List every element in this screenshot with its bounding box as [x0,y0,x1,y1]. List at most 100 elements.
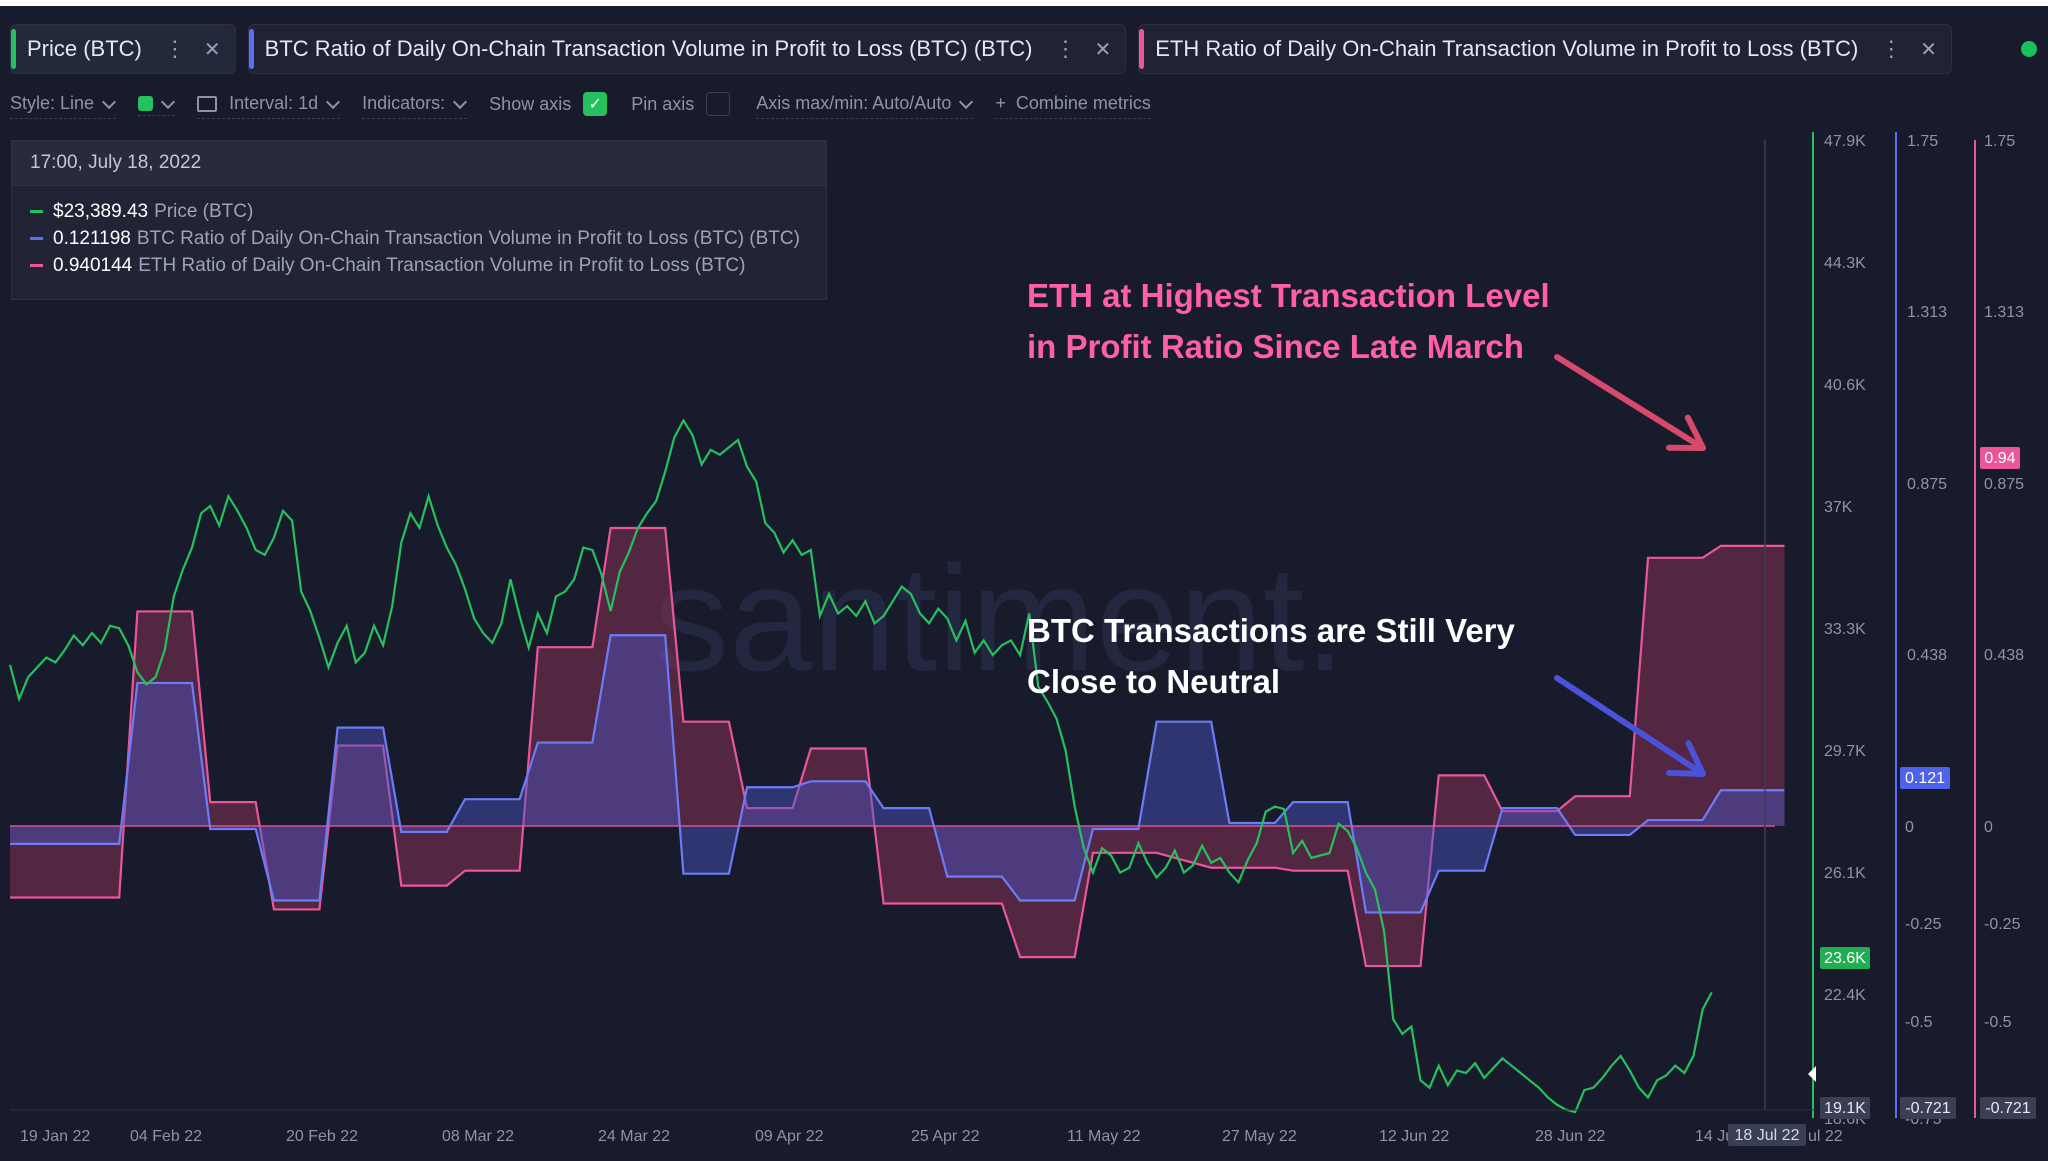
axis-minmax-select[interactable]: Axis max/min: Auto/Auto [756,93,974,119]
btc-current-badge-text: 0.121 [1905,770,1945,787]
watermark-text: santiment. [654,534,1346,702]
more-options-icon[interactable]: ⋮ [163,36,186,61]
more-options-icon[interactable]: ⋮ [1054,36,1076,61]
btc-min-badge-bg [1900,1097,1956,1119]
live-status-dot [2021,41,2037,57]
checkbox-empty[interactable] [706,92,731,116]
btc-axis-tick: 0 [1905,819,1914,836]
tooltip-name: Price (BTC) [154,200,254,222]
checkmark-icon[interactable]: ✓ [583,92,608,116]
eth-axis-tick: 0 [1984,819,1993,836]
eth-current-badge-bg [1980,447,2020,469]
color-select[interactable] [138,94,176,116]
btc-axis-tick: 0.438 [1907,647,1947,664]
eth-min-badge-bg [1980,1097,2036,1119]
price-current-badge: 23.6K [1820,947,1870,969]
eth-axis-tick: 1.75 [1984,133,2015,150]
price-axis-tick: 29.7K [1824,743,1866,760]
btc-arrow-icon-head [1666,740,1706,777]
series-color-dash [30,237,43,240]
tab-btc-ratio[interactable]: BTC Ratio of Daily On-Chain Transaction … [247,24,1127,74]
hover-date-badge-text: 18 Jul 22 [1735,1127,1800,1144]
btc-min-badge-text: -0.721 [1905,1100,1950,1117]
series-color-dash [30,264,43,267]
color-swatch [138,96,154,111]
tab-color-bar [1139,29,1145,69]
tab-price-btc[interactable]: Price (BTC) ⋮ ✕ [10,24,236,74]
x-axis-tick: 19 Jan 22 [20,1128,90,1145]
price-axis-tick: 37K [1824,499,1853,516]
tab-label: BTC Ratio of Daily On-Chain Transaction … [264,36,1033,61]
pin-axis-label: Pin axis [631,93,695,114]
tooltip-row-eth: 0.940144 ETH Ratio of Daily On-Chain Tra… [12,252,826,279]
x-axis-tick: 09 Apr 22 [755,1128,824,1145]
style-select[interactable]: Style: Line [10,93,117,119]
eth-annotation-line: in Profit Ratio Since Late March [1027,328,1524,365]
eth-current-badge: 0.94 [1980,447,2020,469]
tooltip-value: $23,389.43 [53,200,149,222]
more-options-icon[interactable]: ⋮ [1880,36,1902,61]
price-current-badge-text: 23.6K [1824,950,1866,967]
x-axis-tick: 11 May 22 [1067,1128,1141,1145]
x-axis-tick: 24 Mar 22 [598,1128,670,1145]
btc-annotation-line: Close to Neutral [1027,663,1281,700]
price-axis-tick: 26.1K [1824,865,1866,882]
price-current-badge-bg [1820,947,1870,969]
price-axis-tick: 44.3K [1824,255,1866,272]
interval-select[interactable]: Interval: 1d [197,93,341,119]
eth-axis-tick: 0.438 [1984,647,2024,664]
tooltip-date: 17:00, July 18, 2022 [12,141,826,186]
btc-arrow-icon-shaft [1554,675,1706,777]
eth-current-badge-text: 0.94 [1984,450,2015,467]
eth-arrow-icon-shaft [1554,354,1706,451]
eth-annotation-line: ETH at Highest Transaction Level [1027,277,1550,314]
btc-min-badge: -0.721 [1900,1097,1956,1119]
interval-label: Interval: 1d [229,93,319,113]
tooltip-row-btc: 0.121198 BTC Ratio of Daily On-Chain Tra… [12,225,826,252]
btc-axis-tick: 0.875 [1907,476,1947,493]
pin-axis-toggle[interactable]: Pin axis [631,92,731,116]
tab-label: Price (BTC) [27,36,142,61]
show-axis-toggle[interactable]: Show axis ✓ [489,92,608,116]
eth-annotation: ETH at Highest Transaction Level in Prof… [1027,270,1550,372]
combine-metrics-label: Combine metrics [1015,93,1151,113]
combine-metrics-button[interactable]: + Combine metrics [995,93,1151,119]
style-label: Style: Line [10,93,95,113]
hover-date-badge-bg [1728,1124,1806,1146]
ruler-icon [197,95,218,112]
price-axis-tick: 33.3K [1824,621,1866,638]
price-min-badge-text: 19.1K [1824,1100,1866,1117]
btc-annotation-line: BTC Transactions are Still Very [1027,612,1515,649]
price-axis-tick: 47.9K [1824,133,1866,150]
close-icon[interactable]: ✕ [1920,38,1938,61]
chart-toolbar: Style: Line Interval: 1d Indicators: Sho… [10,92,1173,120]
x-axis-tick: 12 Jun 22 [1379,1128,1449,1145]
series-color-dash [30,210,43,213]
indicators-select[interactable]: Indicators: [362,93,468,119]
tab-eth-ratio[interactable]: ETH Ratio of Daily On-Chain Transaction … [1138,24,1953,74]
price-axis-tick: 40.6K [1824,377,1866,394]
hover-date-badge: 18 Jul 22 [1728,1124,1806,1146]
price-series-line [8,418,1713,1114]
close-icon[interactable]: ✕ [203,38,221,61]
btc-axis-tick: -0.25 [1905,916,1942,933]
btc-axis-tick: 1.313 [1907,304,1947,321]
price-min-badge-bg [1820,1097,1870,1119]
x-axis-tick: 14 Ju [1695,1128,1734,1145]
eth-axis-tick: 0.875 [1984,476,2024,493]
top-band [0,0,2048,6]
tooltip-name: BTC Ratio of Daily On-Chain Transaction … [136,227,800,249]
btc-current-badge-bg [1900,767,1950,789]
x-axis-tick: 25 Apr 22 [911,1128,980,1145]
eth-ratio-series-line [10,526,1785,968]
eth-ratio-series-fill [10,528,1785,967]
btc-ratio-series-line [10,634,1785,914]
tooltip-value: 0.940144 [53,254,133,276]
price-axis-tick: 22.4K [1824,987,1866,1004]
tab-label: ETH Ratio of Daily On-Chain Transaction … [1155,36,1859,61]
axis-minmax-label: Axis max/min: Auto/Auto [756,93,952,113]
tooltip-value: 0.121198 [53,227,131,249]
close-icon[interactable]: ✕ [1094,38,1112,61]
price-min-badge: 19.1K [1820,1097,1870,1119]
